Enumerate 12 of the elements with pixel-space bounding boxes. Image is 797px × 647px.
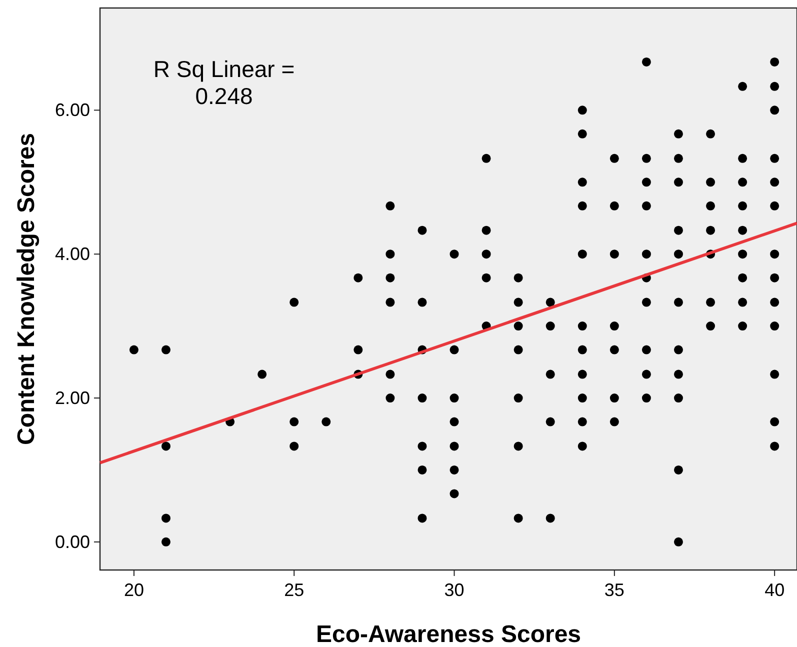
x-axis-title: Eco-Awareness Scores — [316, 621, 582, 647]
x-tick-label: 30 — [444, 580, 464, 600]
annotation: R Sq Linear = 0.248 — [153, 56, 295, 109]
x-tick-label: 40 — [764, 580, 785, 600]
y-axis-title: Content Knowledge Scores — [13, 132, 40, 446]
x-tick-label: 25 — [284, 580, 304, 600]
y-tick-label: 6.00 — [54, 100, 90, 120]
x-tick-label: 35 — [604, 580, 624, 600]
y-tick-label: 0.00 — [54, 532, 90, 552]
y-tick-label: 2.00 — [54, 388, 90, 408]
x-tick-label: 20 — [124, 580, 144, 600]
y-tick-label: 4.00 — [54, 244, 90, 264]
